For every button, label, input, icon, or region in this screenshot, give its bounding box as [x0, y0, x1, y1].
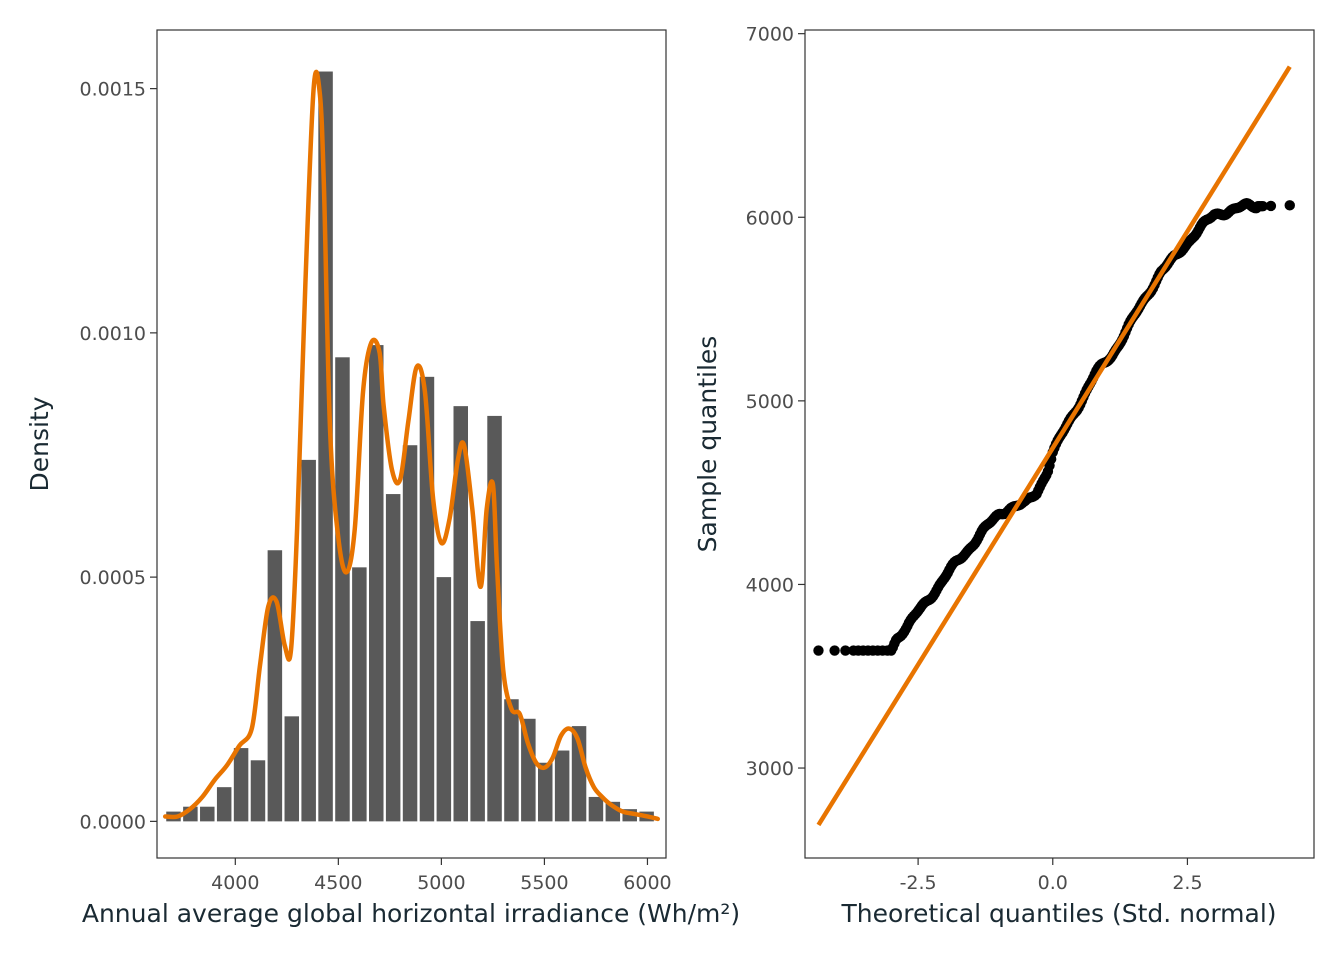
histogram-bar: [453, 406, 469, 822]
histogram-bar: [369, 345, 384, 822]
x-tick-label: 0.0: [1038, 872, 1068, 894]
histogram-bar: [470, 621, 485, 822]
y-tick-label: 4000: [746, 574, 794, 596]
histogram-bar: [554, 750, 570, 822]
histogram-bar: [335, 357, 350, 822]
y-tick-label: 0.0005: [80, 567, 146, 589]
qq-sample-points: [813, 198, 1295, 656]
qq-y-ticks: 3000 4000 5000 6000 7000: [746, 24, 805, 780]
histogram-bar: [233, 748, 249, 822]
y-tick-label: 5000: [746, 391, 794, 413]
histogram-y-axis-title: Density: [25, 396, 54, 491]
density-curve: [162, 69, 661, 822]
histogram-panel: 0.0000 0.0005 0.0010 0.0015 4000 4500 5000 550…: [25, 29, 740, 928]
histogram-bar: [200, 806, 215, 822]
histogram-bar: [284, 716, 300, 822]
histogram-bar: [537, 762, 553, 822]
histogram-bar: [487, 415, 502, 822]
y-tick-label: 6000: [746, 207, 794, 229]
histogram-bar: [588, 796, 604, 822]
x-tick-label: 4000: [211, 872, 259, 894]
y-tick-label: 0.0015: [80, 79, 146, 101]
qq-x-axis-title: Theoretical quantiles (Std. normal): [840, 899, 1276, 928]
qq-x-ticks: -2.5 0.0 2.5: [900, 858, 1203, 894]
histogram-bar: [318, 71, 333, 822]
histogram-x-axis-title: Annual average global horizontal irradia…: [82, 899, 740, 928]
x-tick-label: 6000: [623, 872, 671, 894]
qq-point: [1257, 200, 1269, 212]
qq-point: [1284, 200, 1295, 211]
qq-point: [829, 645, 840, 656]
x-tick-label: -2.5: [900, 872, 937, 894]
histogram-bar: [250, 760, 266, 822]
histogram-bar: [521, 718, 536, 822]
qq-point: [813, 645, 824, 656]
x-tick-label: 2.5: [1172, 872, 1202, 894]
histogram-bar: [436, 577, 452, 822]
qq-y-axis-title: Sample quantiles: [693, 336, 722, 553]
histogram-bar: [267, 550, 283, 822]
qq-point: [1265, 200, 1277, 212]
histogram-bar: [216, 787, 232, 822]
histogram-bar: [301, 459, 316, 822]
x-tick-label: 5000: [417, 872, 465, 894]
histogram-x-ticks: 4000 4500 5000 5500 6000: [211, 858, 672, 894]
y-tick-label: 0.0010: [80, 323, 146, 345]
qq-reference-line: [816, 65, 1292, 827]
histogram-y-ticks: 0.0000 0.0005 0.0010 0.0015: [80, 79, 157, 833]
y-tick-label: 0.0000: [80, 811, 146, 833]
qq-plot-panel: 3000 4000 5000 6000 7000 -2.5 0.0 2.5 Theoreti…: [693, 24, 1315, 928]
y-tick-label: 3000: [746, 758, 794, 780]
histogram-bar: [385, 494, 401, 822]
histogram-bar: [402, 445, 418, 822]
x-tick-label: 5500: [520, 872, 568, 894]
y-tick-label: 7000: [746, 24, 794, 46]
qq-point: [840, 645, 851, 656]
histogram-bar: [504, 699, 519, 822]
histogram-bar: [352, 567, 367, 822]
x-tick-label: 4500: [314, 872, 362, 894]
